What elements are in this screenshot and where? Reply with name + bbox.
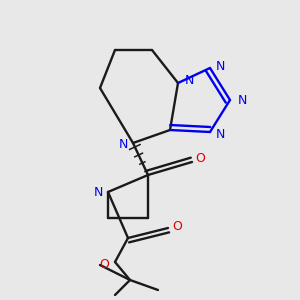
Text: N: N (93, 185, 103, 199)
Text: N: N (237, 94, 247, 106)
Text: O: O (195, 152, 205, 166)
Text: N: N (215, 128, 225, 140)
Text: N: N (118, 139, 128, 152)
Text: O: O (99, 257, 109, 271)
Text: N: N (215, 59, 225, 73)
Text: N: N (184, 74, 194, 88)
Text: O: O (172, 220, 182, 233)
